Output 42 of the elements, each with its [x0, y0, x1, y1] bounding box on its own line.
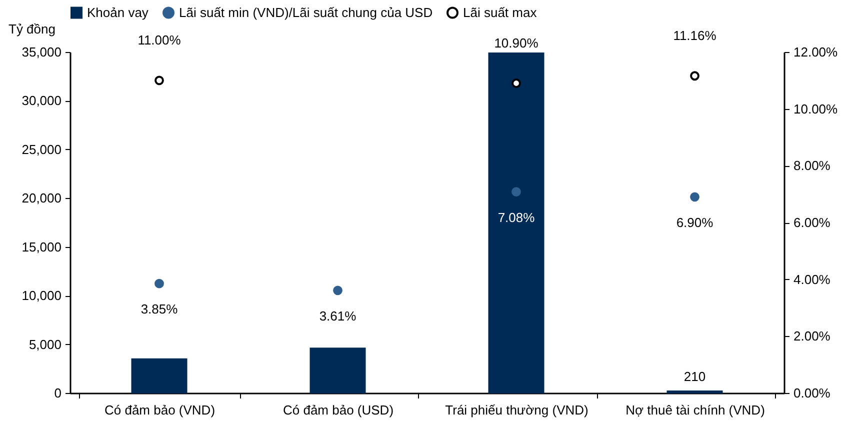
data-label: 7.08%	[498, 210, 536, 225]
y2-tick-label: 4.00%	[794, 272, 831, 287]
legend-label: Lãi suất max	[463, 4, 538, 20]
point	[512, 78, 521, 88]
y2-tick-label: 8.00%	[794, 158, 831, 174]
data-label: 210	[684, 368, 706, 384]
y2-tick-label: 12.00%	[794, 44, 838, 60]
y-tick-label: 30,000	[22, 93, 62, 108]
x-tick-label: Trái phiếu thường (VND)	[445, 402, 588, 418]
data-label: 10.90%	[494, 35, 539, 50]
x-tick-label: Có đảm bảo (VND)	[104, 402, 216, 418]
data-label: 11.00%	[138, 32, 182, 48]
y-tick-label: 10,000	[22, 288, 62, 304]
point	[154, 76, 164, 86]
bar	[131, 358, 188, 394]
point	[333, 286, 342, 296]
point	[690, 192, 700, 202]
legend-label: Khoản vay	[87, 4, 149, 20]
legend-label: Lãi suất min (VND)/Lãi suất chung của USD	[179, 4, 433, 20]
data-label: 11.16%	[673, 28, 717, 43]
bar	[310, 348, 366, 394]
point	[512, 187, 521, 197]
data-label: 6.90%	[676, 214, 714, 230]
y-tick-label: 0	[54, 386, 62, 400]
point	[690, 71, 700, 81]
y2-tick-label: 10.00%	[794, 101, 838, 116]
bar	[666, 390, 723, 394]
y-tick-label: 35,000	[22, 44, 62, 60]
y-tick-label: 20,000	[22, 190, 62, 206]
y2-tick-label: 6.00%	[794, 215, 831, 230]
data-label: 3.85%	[140, 302, 178, 317]
y2-tick-label: 2.00%	[794, 328, 831, 344]
y-axis-title: Tỷ đồng	[8, 22, 56, 36]
y-tick-label: 5,000	[28, 336, 62, 352]
y-tick-label: 25,000	[22, 142, 62, 157]
x-tick-label: Có đảm bảo (USD)	[282, 402, 394, 418]
data-label: 3.61%	[319, 308, 357, 324]
y2-tick-label: 0.00%	[794, 386, 831, 400]
bar	[488, 52, 544, 394]
y-tick-label: 15,000	[22, 239, 62, 254]
x-tick-label: Nợ thuê tài chính (VND)	[626, 402, 765, 418]
point	[154, 278, 164, 288]
